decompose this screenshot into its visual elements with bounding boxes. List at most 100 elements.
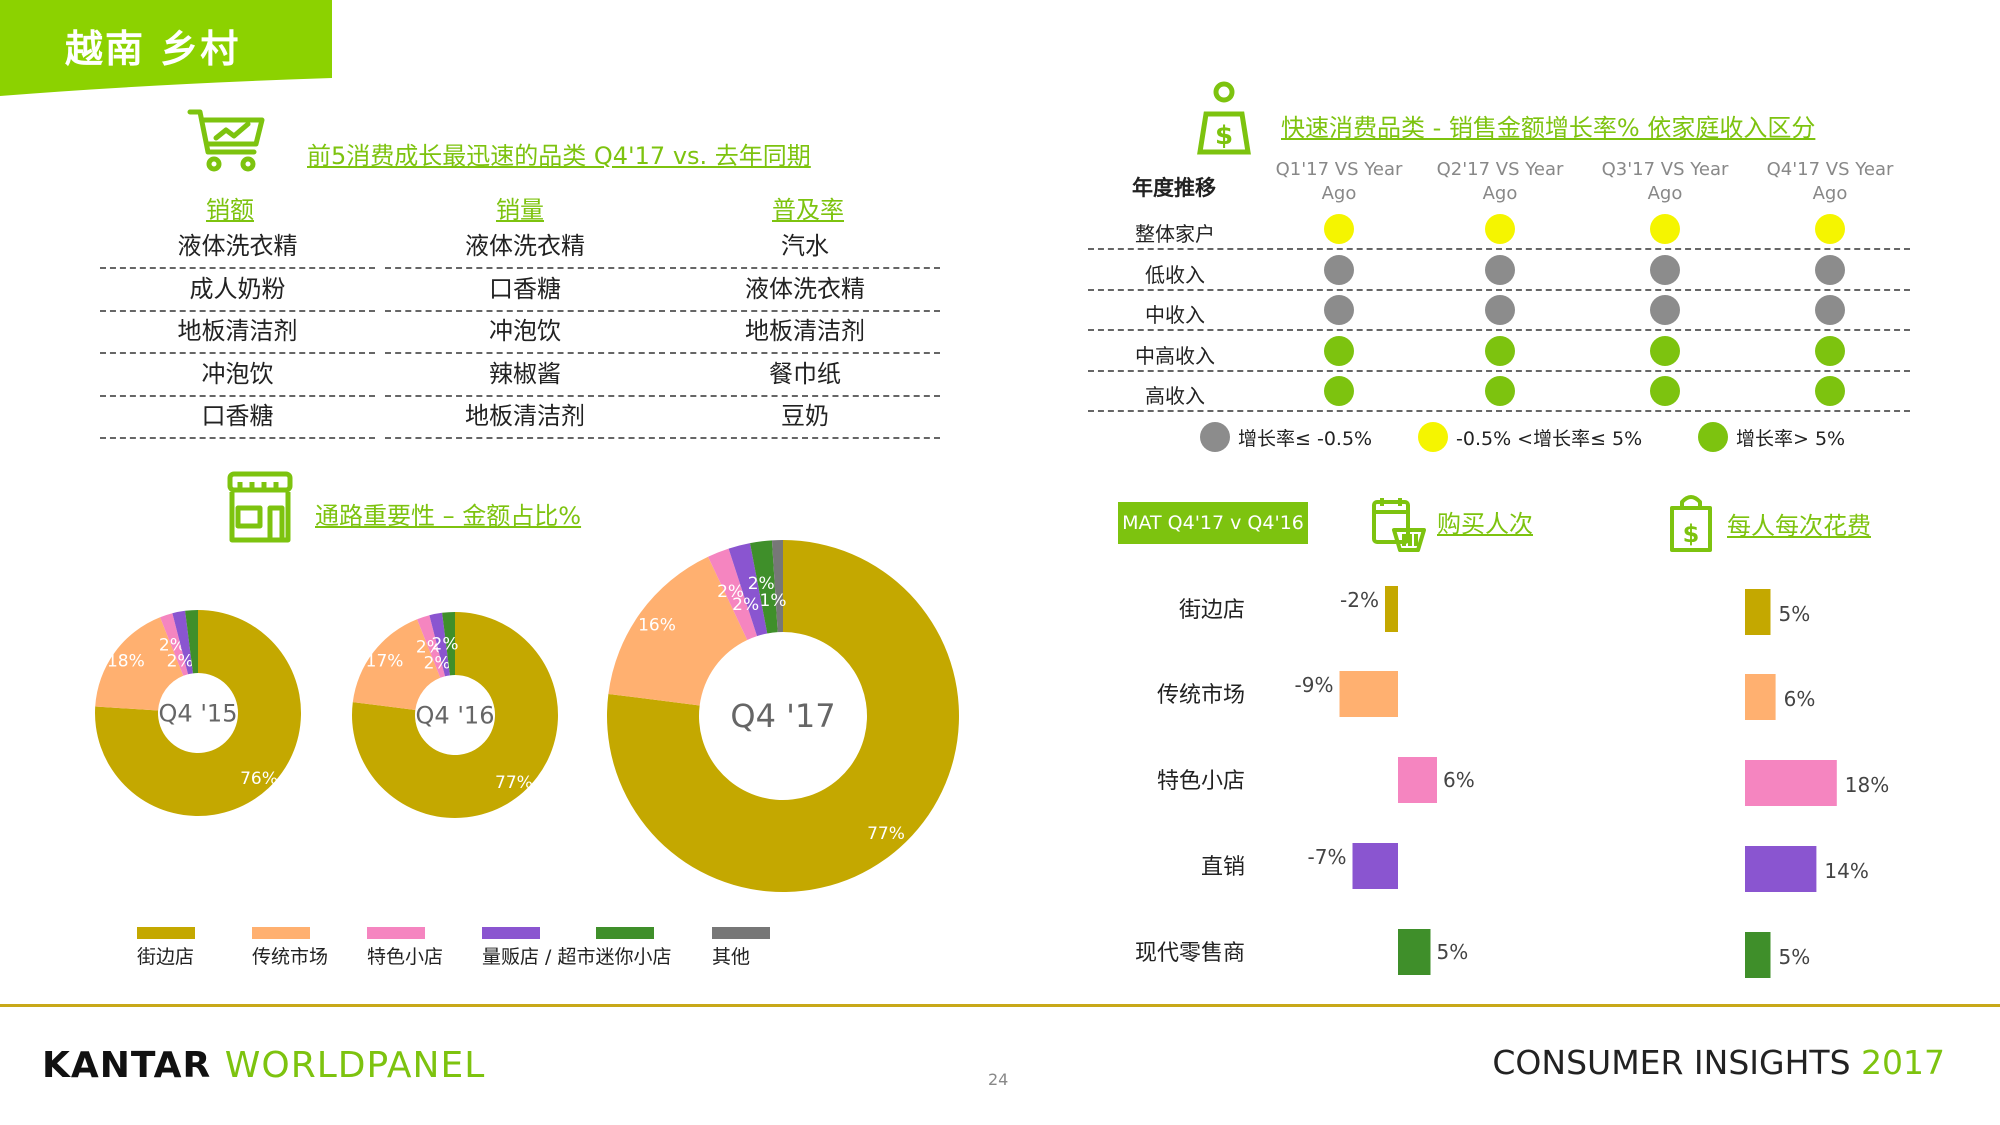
legend-label: 增长率≤ -0.5% bbox=[1238, 428, 1373, 450]
spend-bar-label: 5% bbox=[1779, 945, 1811, 969]
trips-bar bbox=[1398, 929, 1431, 975]
legend-swatch bbox=[137, 927, 195, 939]
income-row-label: 中收入 bbox=[1145, 303, 1205, 327]
row-divider bbox=[1088, 248, 1910, 250]
donut-slice bbox=[95, 610, 301, 816]
donut-slice bbox=[771, 540, 783, 633]
donut-slice-label: 77% bbox=[867, 824, 905, 844]
growth-dot bbox=[1324, 254, 1354, 285]
svg-text:$: $ bbox=[1215, 121, 1233, 151]
donut-slice bbox=[708, 548, 758, 640]
money-bag-person-icon: $ bbox=[1197, 81, 1251, 155]
store-icon bbox=[227, 471, 293, 543]
row-divider bbox=[1088, 329, 1910, 331]
trips-bar bbox=[1398, 757, 1437, 803]
donut-slice-label: 2% bbox=[732, 595, 759, 615]
trips-bar bbox=[1352, 843, 1398, 889]
donut-slice bbox=[185, 610, 198, 674]
growth-dot bbox=[1650, 254, 1680, 285]
category-cell: 液体洗衣精 bbox=[385, 225, 665, 269]
category-cell: 地板清洁剂 bbox=[670, 310, 940, 354]
category-cell: 汽水 bbox=[670, 225, 940, 269]
page-title: 越南 乡村 bbox=[65, 27, 241, 71]
shopping-cart-chart-icon bbox=[187, 109, 265, 172]
growth-dot bbox=[1485, 335, 1515, 366]
top-categories-title: 前5消费成长最迅速的品类 Q4'17 vs. 去年同期 bbox=[307, 142, 811, 170]
donut-slice-label: 2% bbox=[167, 652, 194, 672]
spend-bar bbox=[1745, 846, 1817, 892]
growth-dot bbox=[1815, 335, 1845, 366]
income-row-label: 整体家户 bbox=[1135, 222, 1215, 246]
trips-bar bbox=[1339, 671, 1398, 717]
col-head-volume: 销量 bbox=[496, 196, 544, 224]
donut-slice bbox=[429, 612, 450, 677]
growth-dot bbox=[1650, 295, 1680, 325]
donut-slice bbox=[352, 619, 441, 710]
category-cell: 液体洗衣精 bbox=[100, 225, 375, 269]
row-divider bbox=[1088, 410, 1910, 412]
donut-slice bbox=[352, 612, 558, 818]
growth-dot bbox=[1485, 376, 1515, 406]
calendar-basket-icon bbox=[1372, 498, 1426, 552]
category-cell: 成人奶粉 bbox=[100, 268, 375, 312]
period-header: Q4'17 VS Year Ago bbox=[1766, 159, 1894, 204]
period-header: Q3'17 VS Year Ago bbox=[1601, 159, 1729, 204]
bar-category-label: 直销 bbox=[1201, 855, 1245, 880]
growth-dot bbox=[1324, 214, 1354, 244]
growth-dot bbox=[1650, 376, 1680, 406]
trips-title: 购买人次 bbox=[1437, 510, 1533, 538]
donut-slice bbox=[442, 612, 455, 676]
growth-dot bbox=[1324, 335, 1354, 366]
fmcg-growth-title: 快速消费品类 - 销售金额增长率% 依家庭收入区分 bbox=[1281, 114, 1816, 142]
donut-center-label: Q4 '15 bbox=[159, 699, 238, 727]
bar-category-label: 街边店 bbox=[1179, 598, 1245, 623]
donut-slice-label: 17% bbox=[366, 651, 404, 671]
row-divider bbox=[1088, 369, 1910, 372]
trips-bar-label: -2% bbox=[1340, 588, 1379, 612]
donut-slice bbox=[728, 543, 768, 637]
spend-bar-label: 5% bbox=[1779, 602, 1811, 626]
trips-bar-label: 5% bbox=[1437, 940, 1469, 964]
donut-slice-label: 16% bbox=[638, 615, 676, 635]
category-cell: 液体洗衣精 bbox=[670, 268, 940, 312]
income-row-label: 低收入 bbox=[1145, 262, 1205, 287]
category-cell: 餐巾纸 bbox=[670, 353, 940, 397]
category-cell: 地板清洁剂 bbox=[385, 395, 665, 439]
trend-label: 年度推移 bbox=[1132, 176, 1216, 200]
growth-dot bbox=[1324, 376, 1354, 406]
donut-chart: 76% 18% 2%2% Q4 '15 bbox=[95, 610, 301, 816]
donut-center-label: Q4 '16 bbox=[416, 701, 495, 729]
donut-center-label: Q4 '17 bbox=[730, 697, 835, 735]
legend-dot bbox=[1200, 422, 1230, 452]
period-header: Q2'17 VS Year Ago bbox=[1436, 159, 1564, 204]
legend-dot bbox=[1418, 422, 1448, 452]
donut-slice-label: 1% bbox=[760, 591, 787, 611]
category-cell: 冲泡饮 bbox=[385, 310, 665, 354]
category-cell: 豆奶 bbox=[670, 395, 940, 439]
growth-dot bbox=[1324, 295, 1354, 325]
bar-category-label: 现代零售商 bbox=[1135, 941, 1245, 966]
spend-bar bbox=[1745, 674, 1776, 720]
legend-swatch bbox=[712, 927, 770, 939]
trips-bar-label: 6% bbox=[1443, 768, 1475, 792]
donut-slice bbox=[160, 613, 189, 676]
growth-dot bbox=[1485, 254, 1515, 285]
growth-dot bbox=[1485, 295, 1515, 325]
donut-slice bbox=[95, 617, 184, 711]
legend-label: 街边店 bbox=[137, 946, 195, 968]
donut-slice-label: 2% bbox=[748, 574, 775, 594]
donut-slice-label: 2% bbox=[424, 654, 451, 674]
footer-divider bbox=[0, 1004, 2000, 1007]
category-cell: 冲泡饮 bbox=[100, 353, 375, 397]
legend-swatch bbox=[596, 927, 654, 939]
shopping-bag-dollar-icon: $ bbox=[1670, 495, 1712, 552]
legend-swatch bbox=[367, 927, 425, 939]
svg-text:$: $ bbox=[1683, 520, 1700, 548]
growth-dot bbox=[1650, 335, 1680, 366]
donut-slice-label: 2% bbox=[159, 636, 186, 656]
donut-slice-label: 77% bbox=[495, 773, 533, 793]
trips-bar bbox=[1385, 586, 1398, 632]
category-cell: 辣椒酱 bbox=[385, 353, 665, 397]
growth-dot bbox=[1815, 214, 1845, 244]
